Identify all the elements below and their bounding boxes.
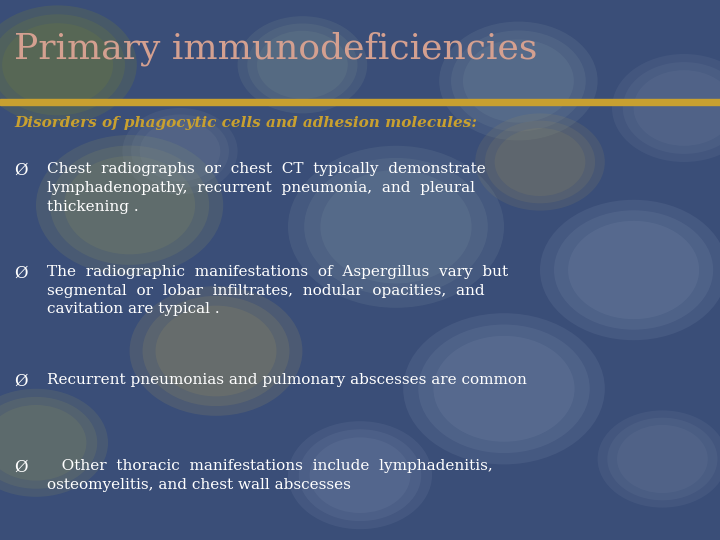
Circle shape xyxy=(607,418,717,500)
Text: Chest  radiographs  or  chest  CT  typically  demonstrate
lymphadenopathy,  recu: Chest radiographs or chest CT typically … xyxy=(47,162,485,214)
Circle shape xyxy=(403,313,605,464)
Circle shape xyxy=(0,405,86,481)
Circle shape xyxy=(433,336,575,442)
Text: Ø: Ø xyxy=(14,265,28,281)
Circle shape xyxy=(439,22,598,140)
Circle shape xyxy=(156,306,276,396)
Circle shape xyxy=(2,23,113,106)
Circle shape xyxy=(320,170,472,284)
Text: Other  thoracic  manifestations  include  lymphadenitis,
osteomyelitis, and ches: Other thoracic manifestations include ly… xyxy=(47,459,492,492)
Circle shape xyxy=(257,31,348,99)
Circle shape xyxy=(475,113,605,211)
Text: Disorders of phagocytic cells and adhesion molecules:: Disorders of phagocytic cells and adhesi… xyxy=(14,116,477,130)
Circle shape xyxy=(418,325,590,453)
Circle shape xyxy=(0,397,97,489)
Circle shape xyxy=(238,16,367,113)
Text: Ø: Ø xyxy=(14,459,28,476)
Circle shape xyxy=(554,210,714,329)
Circle shape xyxy=(612,54,720,162)
Circle shape xyxy=(36,135,223,275)
Circle shape xyxy=(0,15,125,116)
Circle shape xyxy=(463,39,574,123)
Circle shape xyxy=(288,146,504,308)
Circle shape xyxy=(568,221,699,319)
Circle shape xyxy=(0,389,108,497)
Circle shape xyxy=(634,70,720,146)
Circle shape xyxy=(485,120,595,203)
Text: Primary immunodeficiencies: Primary immunodeficiencies xyxy=(14,31,538,66)
Circle shape xyxy=(540,200,720,340)
Circle shape xyxy=(130,286,302,416)
Circle shape xyxy=(305,158,488,296)
Circle shape xyxy=(50,145,209,265)
Circle shape xyxy=(495,128,585,196)
Circle shape xyxy=(140,121,220,181)
Text: The  radiographic  manifestations  of  Aspergillus  vary  but
segmental  or  lob: The radiographic manifestations of Asper… xyxy=(47,265,508,316)
Circle shape xyxy=(122,108,238,194)
Circle shape xyxy=(248,23,357,106)
Bar xyxy=(0,99,720,105)
Circle shape xyxy=(64,156,195,254)
Circle shape xyxy=(598,410,720,508)
Circle shape xyxy=(451,30,586,131)
Circle shape xyxy=(310,437,410,513)
Text: Ø: Ø xyxy=(14,373,28,389)
Circle shape xyxy=(131,114,229,188)
Text: Ø: Ø xyxy=(14,162,28,179)
Circle shape xyxy=(623,62,720,154)
Circle shape xyxy=(617,425,708,493)
Text: Recurrent pneumonias and pulmonary abscesses are common: Recurrent pneumonias and pulmonary absce… xyxy=(47,373,526,387)
Circle shape xyxy=(143,296,289,406)
Circle shape xyxy=(299,429,421,521)
Circle shape xyxy=(0,5,137,124)
Circle shape xyxy=(288,421,432,529)
